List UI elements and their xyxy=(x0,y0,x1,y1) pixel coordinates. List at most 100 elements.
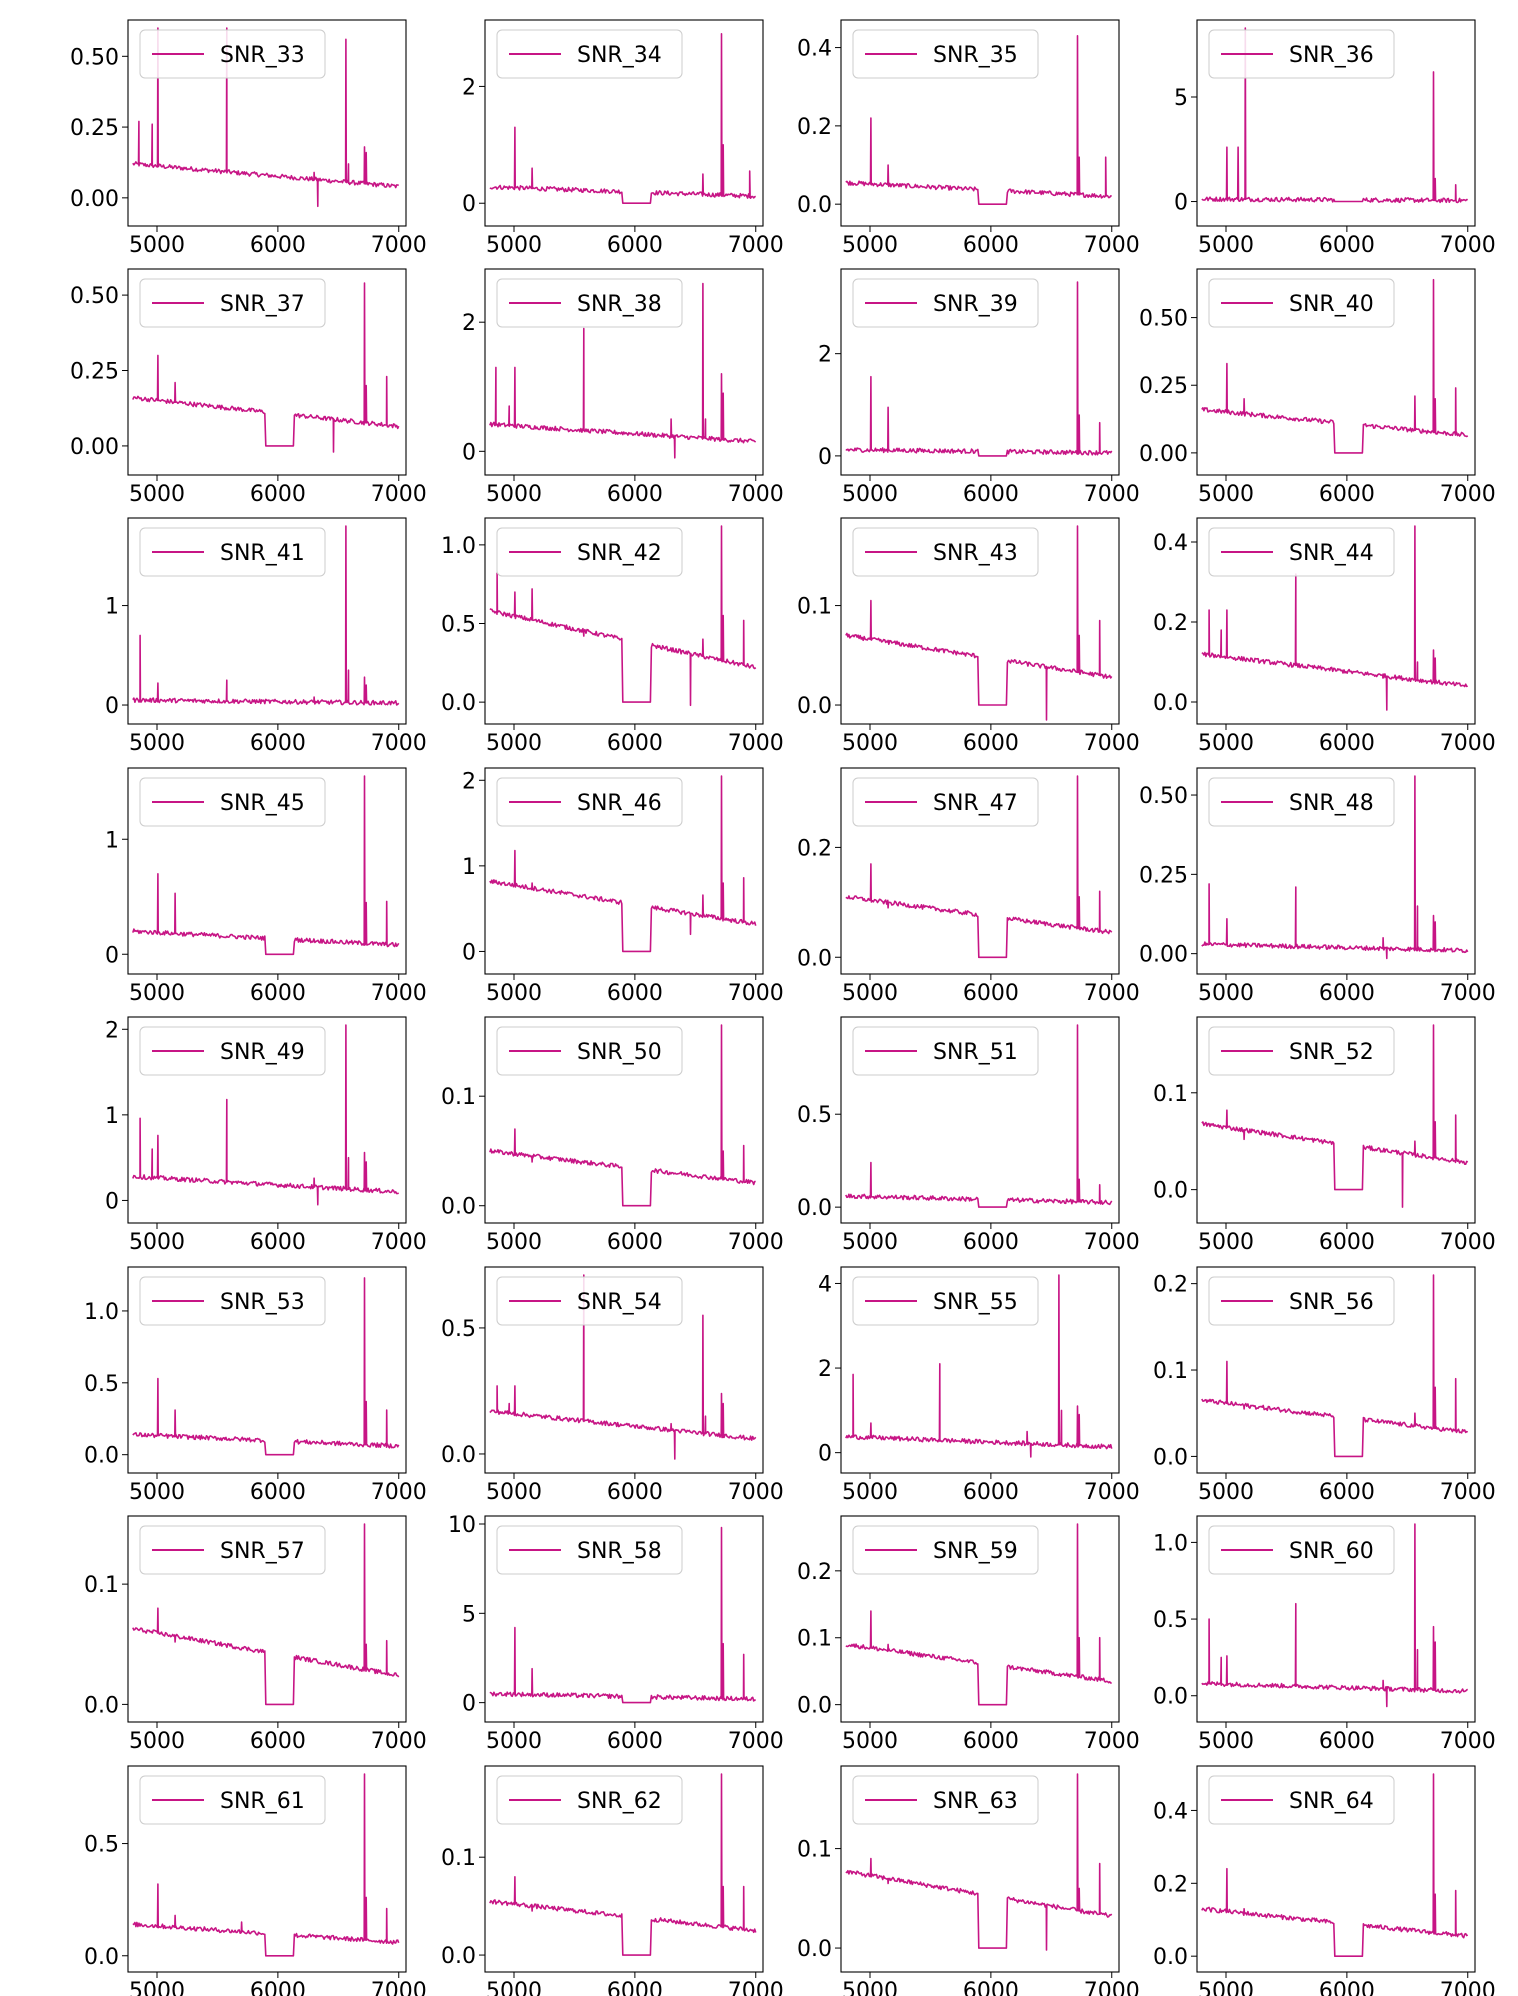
subplot-snr-42: 5000 6000 7000 0.0 0.5 1.0 SNR_42 xyxy=(441,517,784,756)
subplot-snr-63: 5000 6000 7000 0.0 0.1 SNR_63 xyxy=(797,1765,1140,1996)
legend-label: SNR_42 xyxy=(577,541,662,566)
spectrum-line-snr-33 xyxy=(132,27,399,208)
y-tick-label: 0.0 xyxy=(1153,691,1188,716)
x-tick-label: 6000 xyxy=(1319,731,1375,756)
legend: SNR_49 xyxy=(139,1026,326,1076)
x-tick-label: 7000 xyxy=(1440,1979,1496,1996)
legend-label: SNR_45 xyxy=(220,791,305,816)
y-tick-label: 1 xyxy=(105,595,119,620)
x-tick-label: 7000 xyxy=(728,1729,784,1754)
y-tick-label: 0.0 xyxy=(797,1196,832,1221)
x-tick-label: 7000 xyxy=(1440,233,1496,258)
legend-box xyxy=(139,777,326,827)
x-tick-label: 6000 xyxy=(963,1979,1019,1996)
x-tick-label: 5000 xyxy=(842,233,898,258)
legend-label: SNR_59 xyxy=(933,1539,1018,1564)
plot-frame xyxy=(127,268,407,476)
y-tick-label: 0.4 xyxy=(1153,1799,1188,1824)
plot-frame xyxy=(840,268,1120,476)
spectrum-line-snr-56 xyxy=(1201,1274,1468,1458)
spectrum-line-snr-52 xyxy=(1201,1024,1469,1208)
x-tick-label: 5000 xyxy=(486,1729,542,1754)
legend: SNR_35 xyxy=(852,29,1039,79)
legend-label: SNR_38 xyxy=(577,292,662,317)
spectrum-line-snr-49 xyxy=(132,1024,399,1206)
y-tick-label: 0 xyxy=(462,940,476,965)
x-tick-label: 5000 xyxy=(1198,731,1254,756)
legend-box xyxy=(1208,777,1395,827)
y-tick-label: 1 xyxy=(105,1104,119,1129)
x-tick-label: 5000 xyxy=(842,1729,898,1754)
subplot-snr-37: 5000 6000 7000 0.00 0.25 0.50 SNR_37 xyxy=(70,268,427,507)
y-tick-label: 0 xyxy=(462,192,476,217)
plot-frame xyxy=(840,1765,1120,1973)
x-tick-label: 5000 xyxy=(486,1230,542,1255)
legend-box xyxy=(139,1775,326,1825)
y-tick-label: 0.5 xyxy=(441,1317,476,1342)
subplot-snr-33: 5000 6000 7000 0.00 0.25 0.50 SNR_33 xyxy=(70,19,427,258)
legend: SNR_33 xyxy=(139,29,326,79)
legend: SNR_54 xyxy=(496,1276,683,1326)
y-tick-label: 0.0 xyxy=(1153,1945,1188,1970)
legend-box xyxy=(1208,278,1395,328)
x-tick-label: 7000 xyxy=(728,1480,784,1505)
y-tick-label: 0 xyxy=(818,1442,832,1467)
y-tick-label: 0 xyxy=(462,1692,476,1717)
y-tick-label: 0.0 xyxy=(797,1937,832,1962)
legend: SNR_61 xyxy=(139,1775,326,1825)
subplot-snr-51: 5000 6000 7000 0.0 0.5 SNR_51 xyxy=(797,1016,1140,1255)
spectrum-line-snr-62 xyxy=(489,1773,757,1956)
x-tick-label: 7000 xyxy=(371,1979,427,1996)
plot-frame xyxy=(840,19,1120,227)
plot-frame xyxy=(484,1515,764,1723)
subplot-snr-34: 5000 6000 7000 0 2 SNR_34 xyxy=(462,19,784,258)
legend-label: SNR_39 xyxy=(933,292,1018,317)
x-tick-label: 6000 xyxy=(963,981,1019,1006)
plot-frame xyxy=(1196,19,1476,227)
x-tick-label: 6000 xyxy=(607,1729,663,1754)
spectrum-line-snr-61 xyxy=(132,1773,400,1957)
legend: SNR_40 xyxy=(1208,278,1395,328)
y-tick-label: 1.0 xyxy=(441,534,476,559)
spectrum-line-snr-50 xyxy=(489,1024,756,1207)
y-tick-label: 0.00 xyxy=(1139,943,1188,968)
legend-box xyxy=(139,527,326,577)
y-tick-label: 0.0 xyxy=(441,691,476,716)
y-tick-label: 0.5 xyxy=(441,613,476,638)
x-tick-label: 6000 xyxy=(1319,1230,1375,1255)
legend-box xyxy=(852,1775,1039,1825)
subplot-snr-36: 5000 6000 7000 0 5 SNR_36 xyxy=(1174,19,1496,258)
y-tick-label: 0.00 xyxy=(70,435,119,460)
x-tick-label: 6000 xyxy=(607,731,663,756)
legend-box xyxy=(496,527,683,577)
subplot-snr-61: 5000 6000 7000 0.0 0.5 SNR_61 xyxy=(84,1765,427,1996)
x-tick-label: 6000 xyxy=(963,1230,1019,1255)
legend: SNR_38 xyxy=(496,278,683,328)
plot-frame xyxy=(1196,268,1476,476)
x-tick-label: 6000 xyxy=(250,482,306,507)
plot-frame xyxy=(127,19,407,227)
legend-label: SNR_53 xyxy=(220,1290,305,1315)
x-tick-label: 7000 xyxy=(371,1230,427,1255)
legend-label: SNR_61 xyxy=(220,1789,305,1814)
x-tick-label: 5000 xyxy=(129,1230,185,1255)
plot-frame xyxy=(840,517,1120,725)
plot-frame xyxy=(484,1266,764,1474)
x-tick-label: 5000 xyxy=(842,981,898,1006)
y-tick-label: 0.25 xyxy=(70,360,119,385)
y-tick-label: 5 xyxy=(1174,86,1188,111)
legend-box xyxy=(1208,1276,1395,1326)
x-tick-label: 7000 xyxy=(371,1729,427,1754)
x-tick-label: 6000 xyxy=(963,233,1019,258)
legend-label: SNR_48 xyxy=(1289,791,1374,816)
legend: SNR_41 xyxy=(139,527,326,577)
legend-label: SNR_51 xyxy=(933,1040,1018,1065)
spectrum-line-snr-48 xyxy=(1201,775,1469,960)
legend-label: SNR_58 xyxy=(577,1539,662,1564)
subplot-snr-35: 5000 6000 7000 0.0 0.2 0.4 SNR_35 xyxy=(797,19,1140,258)
x-tick-label: 6000 xyxy=(1319,1729,1375,1754)
x-tick-label: 7000 xyxy=(1440,1480,1496,1505)
plot-frame xyxy=(484,1765,764,1973)
y-tick-label: 5 xyxy=(462,1602,476,1627)
y-tick-label: 0 xyxy=(105,694,119,719)
